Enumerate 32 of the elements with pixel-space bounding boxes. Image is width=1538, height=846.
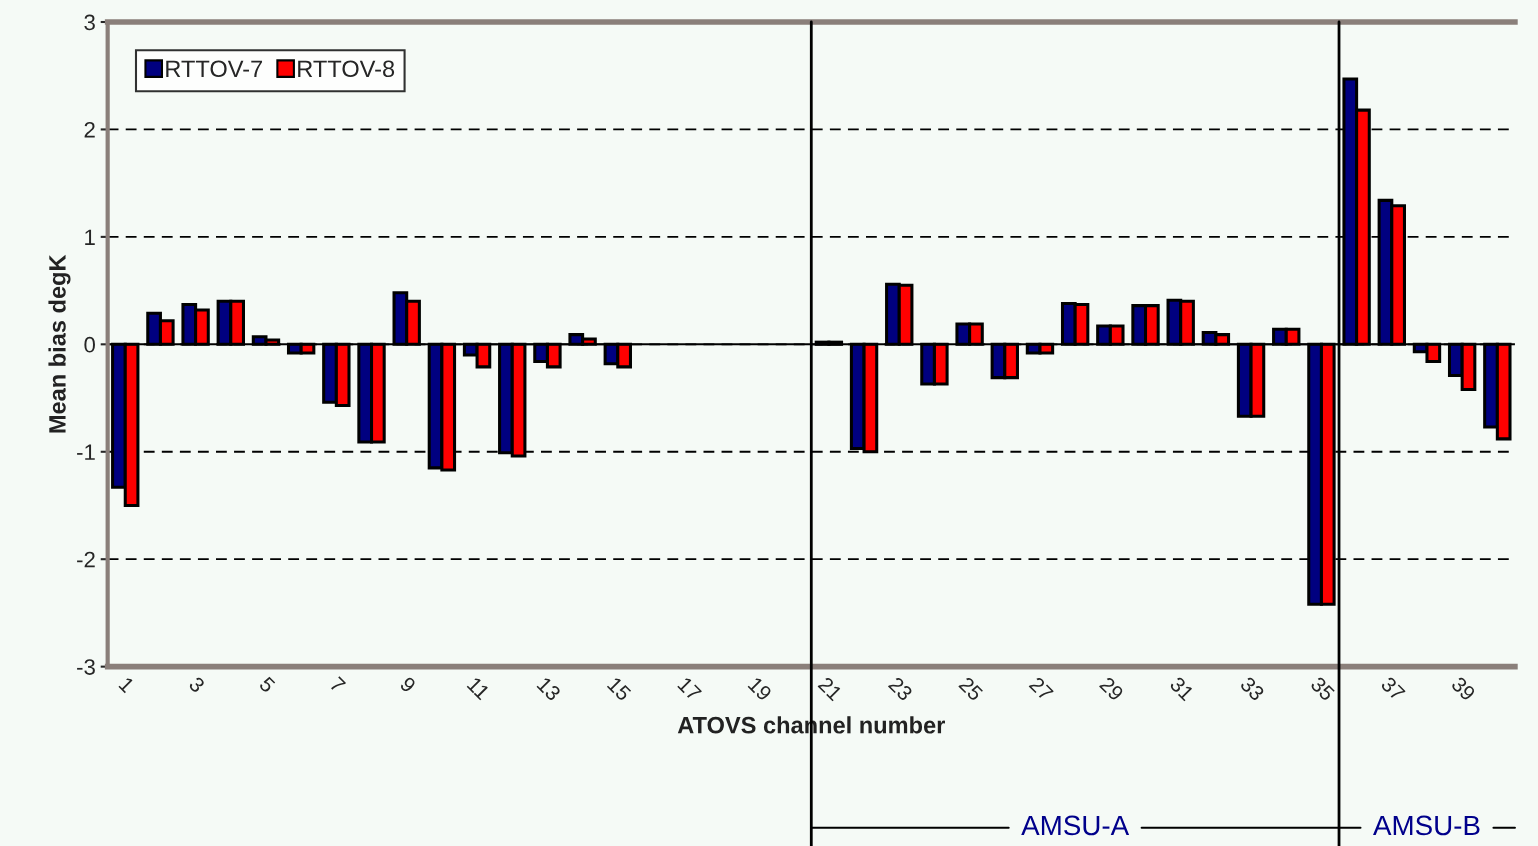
x-tick-label: 19: [747, 676, 773, 702]
legend-label: RTTOV-8: [298, 60, 395, 78]
x-tick-label: 29: [1098, 676, 1125, 702]
x-tick-label: 3: [188, 675, 206, 694]
ref-line-label: AMSU-B: [1373, 815, 1480, 836]
x-tick-label: 7: [329, 676, 347, 694]
y-tick-label: 2: [84, 121, 95, 138]
y-axis-title: Mean bias degK: [48, 254, 71, 433]
legend-label: RTTOV-7: [166, 60, 263, 78]
x-tick-label: 39: [1450, 675, 1477, 702]
x-tick-label: 33: [1239, 675, 1266, 702]
x-tick-label: 27: [1028, 676, 1054, 702]
x-tick-label: 23: [887, 676, 914, 702]
x-tick-label: 13: [536, 676, 562, 702]
y-tick-label: -1: [77, 444, 95, 460]
x-tick-label: 5: [258, 676, 276, 694]
x-tick-label: 1: [118, 676, 135, 694]
x-tick-label: 17: [677, 676, 702, 702]
y-tick-label: 1: [85, 229, 95, 245]
x-tick-label: 21: [817, 676, 843, 702]
x-tick-label: 9: [399, 676, 417, 694]
x-tick-label: 31: [1169, 675, 1195, 702]
x-tick-label: 15: [606, 676, 632, 702]
ref-line-label: AMSU-A: [1021, 815, 1130, 836]
x-tick-label: 37: [1380, 675, 1406, 702]
x-tick-label: 35: [1309, 675, 1336, 702]
y-tick-label: 3: [84, 14, 95, 31]
x-tick-label: 11: [466, 676, 491, 701]
y-tick-label: -3: [77, 659, 95, 675]
y-tick-label: -2: [77, 551, 95, 568]
y-tick-label: 0: [84, 336, 95, 353]
x-tick-label: 25: [958, 676, 984, 702]
